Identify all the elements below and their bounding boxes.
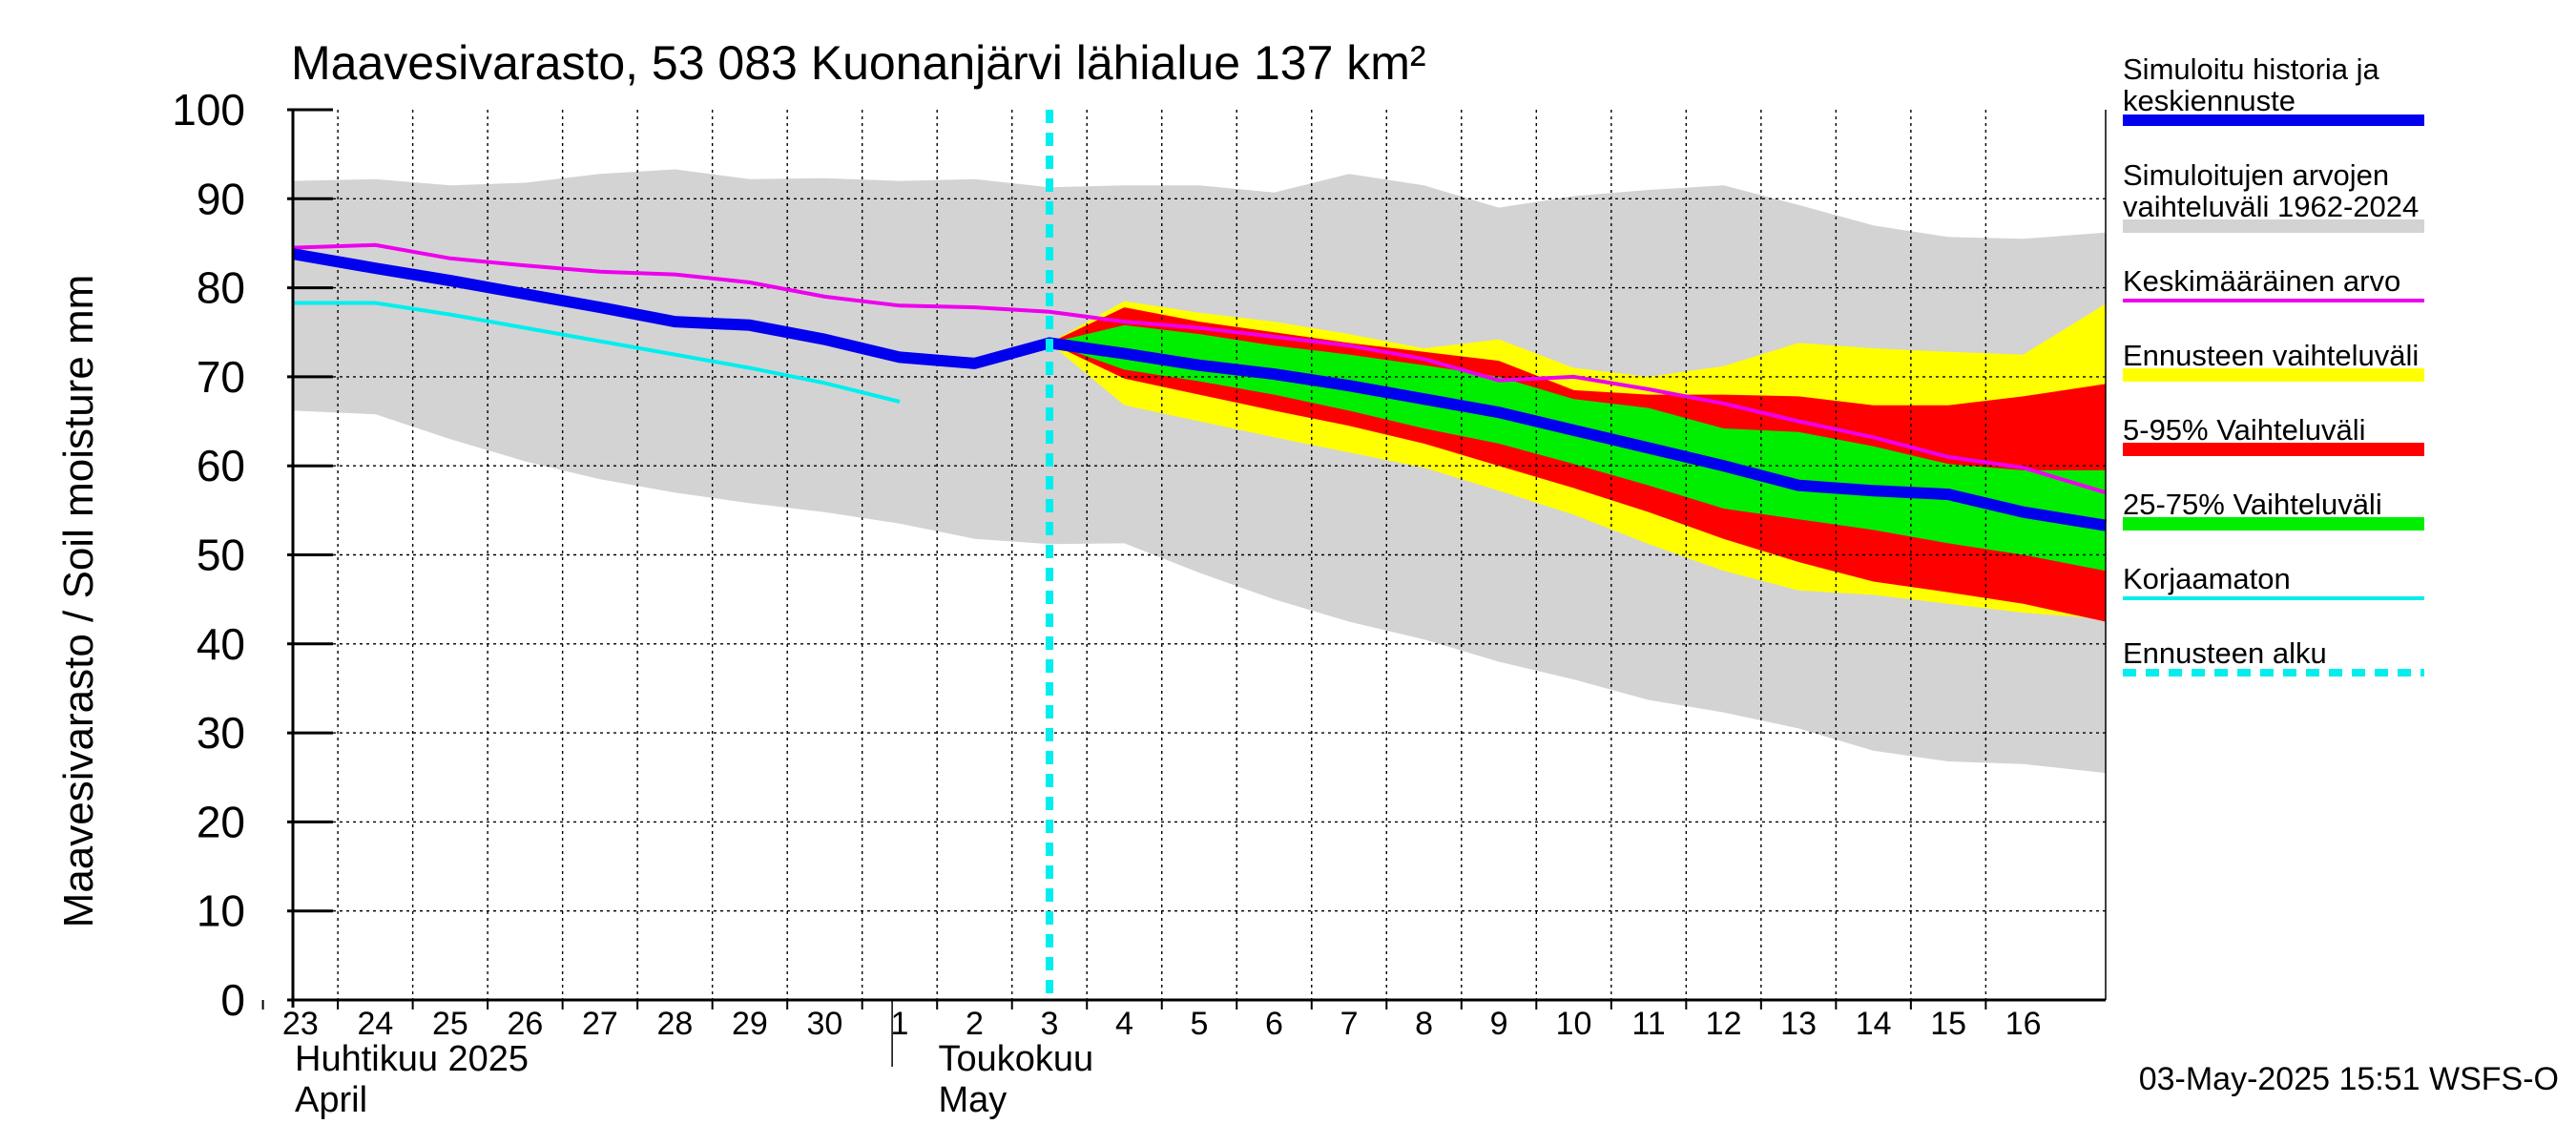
x-tick-label: 8 [1415,1006,1433,1042]
x-tick-label: 7 [1340,1006,1359,1042]
y-tick-label: 100 [172,85,245,135]
legend-label: Simuloitujen arvojen [2123,158,2389,192]
x-tick-label: 26 [507,1006,543,1042]
x-tick-label: 15 [1930,1006,1966,1042]
x-tick-label: 12 [1706,1006,1742,1042]
x-tick-label: 25 [432,1006,468,1042]
y-tick-label: 40 [197,619,245,669]
x-tick-label: 24 [357,1006,393,1042]
y-tick-label: 10 [197,886,245,936]
x-tick-label: 29 [732,1006,768,1042]
x-tick-label: 14 [1856,1006,1892,1042]
month-label: Huhtikuu 2025 [295,1039,529,1079]
legend-swatch [2123,443,2424,456]
timestamp-label: 03-May-2025 15:51 WSFS-O [2139,1061,2559,1097]
legend-label: keskiennuste [2123,84,2296,117]
legend-label: 25-75% Vaihteluväli [2123,488,2382,521]
y-tick-label: 90 [197,174,245,223]
chart-title: Maavesivarasto, 53 083 Kuonanjärvi lähia… [291,36,1426,90]
legend-swatch [2123,517,2424,531]
mean-line [292,242,2107,495]
x-tick-label: 5 [1191,1006,1209,1042]
month-label: Toukokuu [938,1039,1093,1079]
y-tick-label: 20 [197,797,245,846]
simulated-line [291,248,2107,531]
legend-label: Simuloitu historia ja [2123,52,2380,86]
x-tick-label: 23 [282,1006,319,1042]
y-tick-label: 0 [220,975,245,1025]
x-tick-label: 10 [1556,1006,1592,1042]
x-tick-label: 11 [1631,1006,1665,1042]
x-tick-label: 13 [1780,1006,1817,1042]
month-label-en: May [938,1080,1007,1120]
x-tick-label: 1 [890,1006,908,1042]
y-tick-label: 70 [197,352,245,402]
y-tick-label: 80 [197,263,245,313]
x-tick-label: 6 [1265,1006,1283,1042]
legend-swatch [2123,219,2424,233]
x-tick-label: 27 [582,1006,618,1042]
series-lines [291,110,2107,1000]
legend-label: Ennusteen vaihteluväli [2123,339,2419,372]
y-tick-label: 60 [197,441,245,490]
x-tick-label: 28 [656,1006,693,1042]
y-tick-label: 50 [197,531,245,580]
legend-label: 5-95% Vaihteluväli [2123,413,2365,447]
uncorrected-line [293,301,901,404]
x-tick-label: 3 [1041,1006,1059,1042]
legend-label: Keskimääräinen arvo [2123,264,2400,298]
x-tick-label: 16 [2005,1006,2042,1042]
x-tick-label: 2 [966,1006,984,1042]
x-tick-label: 4 [1115,1006,1133,1042]
legend-label: Ennusteen alku [2123,636,2327,670]
x-tick-label: 9 [1490,1006,1508,1042]
x-tick-label: 30 [807,1006,843,1042]
legend-label: Korjaamaton [2123,562,2291,595]
month-label-en: April [295,1080,367,1120]
p25-75-range-band [1049,324,2106,572]
legend-swatch [2123,368,2424,382]
legend-label: vaihteluväli 1962-2024 [2123,190,2419,223]
y-axis-label: Maavesivarasto / Soil moisture mm [55,275,102,928]
y-tick-label: 30 [197,708,245,758]
